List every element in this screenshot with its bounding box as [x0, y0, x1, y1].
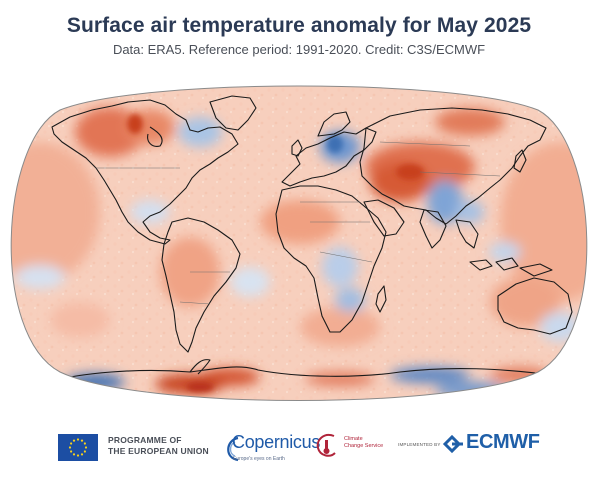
coast-asia [359, 107, 547, 225]
coast-madagascar [375, 285, 387, 313]
coast-australia [497, 277, 573, 335]
globe-outline [10, 85, 588, 401]
ecmwf-wordmark: ECMWF [466, 431, 540, 453]
map-title: Surface air temperature anomaly for May … [66, 14, 532, 37]
coastlines [39, 95, 587, 385]
coast-arabia [363, 199, 405, 237]
coast-indonesia [469, 257, 553, 277]
map-subtitle: Data: ERA5. Reference period: 1991-2020.… [112, 42, 486, 57]
c3s-line-2: Change Service [344, 443, 384, 449]
eu-programme-label: PROGRAMME OF THE EUROPEAN UNION [108, 435, 209, 457]
coast-indochina [455, 219, 479, 249]
copernicus-wordmark: Copernicus [232, 432, 321, 452]
coast-greenland [209, 95, 257, 131]
c3s-logo-icon [316, 434, 336, 457]
ecmwf-logo-icon [442, 434, 463, 454]
coast-uk [291, 139, 303, 157]
anomaly-map-svg [10, 85, 588, 401]
anomaly-field [11, 86, 587, 401]
eu-flag-icon [58, 434, 98, 461]
borders [96, 141, 501, 305]
anomaly-map [0, 72, 598, 417]
eu-line-1: PROGRAMME OF [108, 435, 182, 445]
copernicus-tagline: Europe's eyes on Earth [233, 456, 285, 462]
eu-line-2: THE EUROPEAN UNION [108, 446, 209, 456]
coast-scandinavia [317, 111, 351, 137]
coast-antarctica [39, 366, 561, 385]
coast-new-zealand [577, 327, 587, 347]
c3s-label: Climate Change Service [344, 436, 383, 450]
logo-footer: PROGRAMME OF THE EUROPEAN UNION Copernic… [0, 420, 598, 480]
coast-africa [275, 185, 387, 333]
c3s-line-1: Climate [344, 436, 363, 442]
coast-south-america [161, 217, 241, 353]
copernicus-logo-icon [227, 436, 239, 462]
coast-india [419, 209, 447, 249]
implemented-by-label: IMPLEMENTED BY [398, 442, 441, 447]
coast-north-america [51, 99, 239, 245]
coast-japan [513, 149, 527, 173]
